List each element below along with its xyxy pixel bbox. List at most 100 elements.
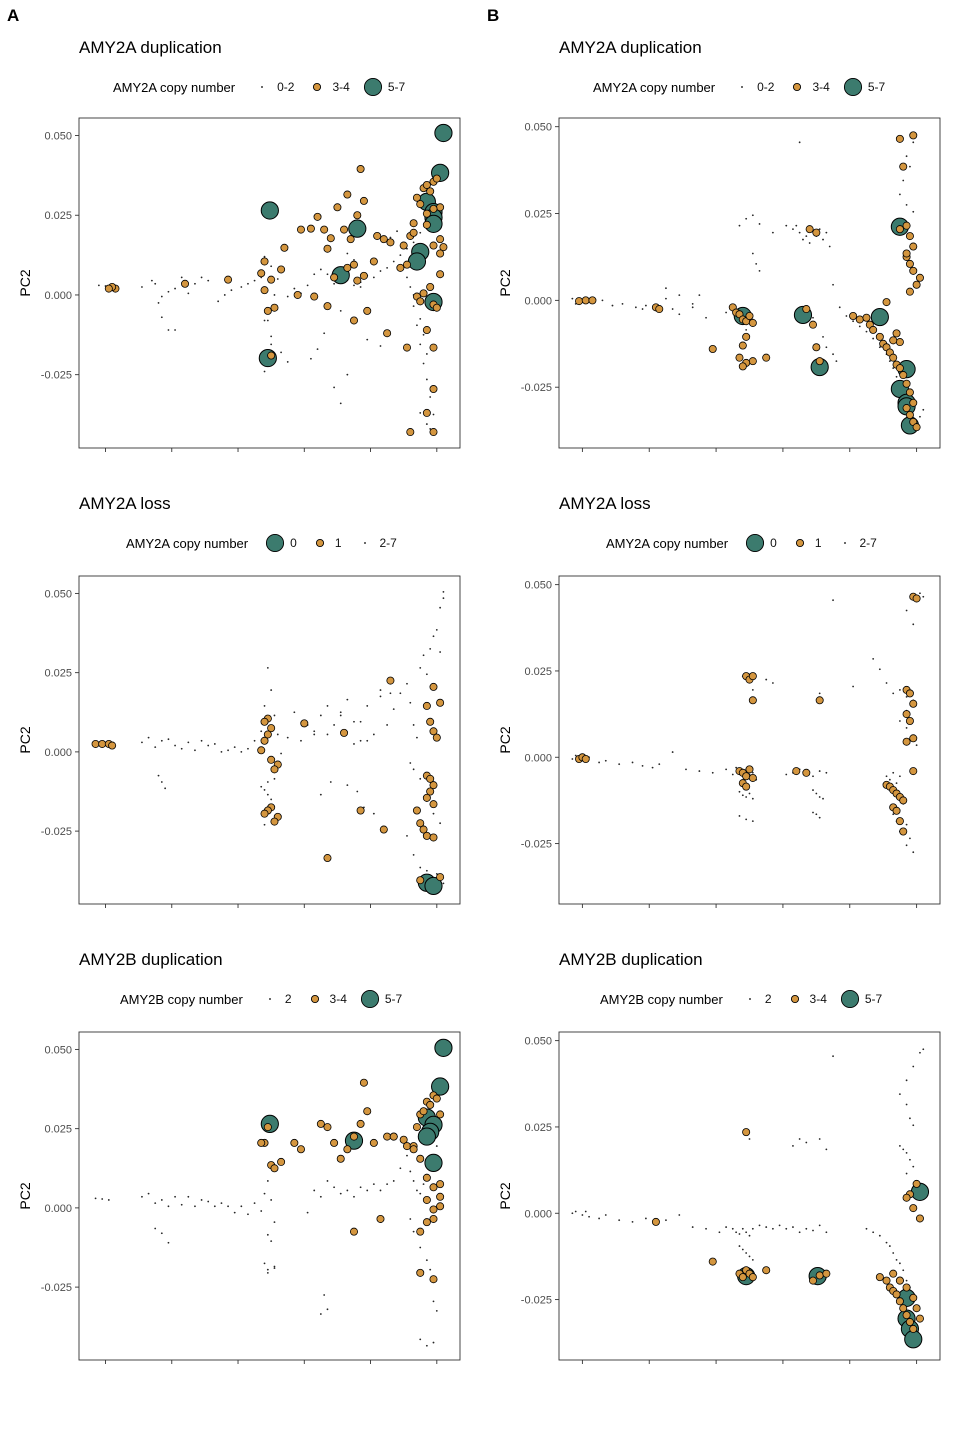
data-point (359, 286, 362, 288)
data-point (323, 302, 332, 311)
plot-frame (78, 575, 461, 905)
data-point (353, 211, 362, 220)
data-point (276, 733, 279, 736)
data-point (429, 428, 438, 437)
data-point (319, 1195, 322, 1198)
data-point (263, 823, 266, 826)
data-point (416, 1154, 425, 1163)
legend-title: AMY2B copy number (120, 991, 243, 1007)
data-point (429, 204, 438, 213)
legend-label: 0-2 (277, 80, 295, 94)
data-point (263, 1262, 266, 1265)
data-point (882, 298, 891, 307)
data-point (892, 771, 895, 774)
data-point (425, 353, 428, 355)
data-point (432, 812, 435, 815)
scatter-plot: -0.03 -0.02 -0.01 0.00 0.01 0.02 -0.025 0.000 0.… (17, 1031, 461, 1368)
y-tick-label: 0.000 (524, 752, 552, 764)
data-point (905, 727, 908, 729)
data-point (419, 317, 422, 320)
data-point (104, 284, 113, 293)
legend-key (731, 76, 753, 98)
data-point (644, 1217, 647, 1220)
data-point (160, 1232, 163, 1235)
y-tick-label: 0.000 (44, 1203, 72, 1215)
data-point (379, 345, 382, 347)
data-point (392, 708, 395, 711)
data-point (154, 746, 157, 749)
data-point (306, 1211, 309, 1214)
data-point (748, 773, 757, 782)
data-point (808, 1276, 817, 1285)
data-point (865, 1227, 868, 1230)
data-point (336, 1154, 345, 1163)
data-point (260, 730, 263, 733)
data-point (812, 811, 814, 814)
x-tick-label: 0.01 (360, 455, 381, 456)
data-point (742, 332, 751, 341)
data-point (902, 1269, 905, 1272)
data-point (432, 1094, 441, 1103)
data-point (892, 692, 895, 695)
data-point (885, 1241, 888, 1244)
data-point (808, 242, 811, 244)
data-point (257, 269, 266, 278)
legend-key (834, 532, 856, 554)
data-point (909, 398, 918, 407)
data-point (339, 309, 342, 312)
data-point (898, 1262, 901, 1265)
data-point (895, 338, 904, 347)
data-point (905, 259, 914, 268)
data-point (429, 727, 438, 736)
data-point (731, 773, 734, 776)
data-point (313, 733, 316, 736)
data-point (343, 190, 352, 199)
y-axis-title: PC2 (497, 269, 513, 296)
data-point (671, 308, 674, 310)
series-high (260, 1038, 453, 1172)
data-point (818, 796, 821, 798)
x-tick-label: 0.00 (772, 1367, 793, 1368)
legend-key (786, 76, 808, 98)
legend-item: 0-2 (731, 76, 780, 98)
data-point (277, 265, 286, 274)
data-point (785, 224, 788, 227)
data-point (343, 263, 352, 272)
data-point (745, 765, 754, 774)
data-point (422, 1218, 431, 1227)
data-point (97, 284, 100, 287)
legend-title: AMY2A copy number (593, 79, 716, 95)
legend-item: 2 (739, 988, 778, 1010)
legend-label: 5-7 (864, 992, 883, 1006)
data-point (270, 1240, 273, 1243)
data-point (399, 241, 408, 250)
data-point (326, 1180, 329, 1182)
y-tick-label: 0.025 (524, 666, 552, 678)
legend-item: 5-7 (839, 988, 888, 1010)
data-point (425, 1344, 428, 1347)
data-point (435, 1309, 438, 1312)
data-point (922, 1048, 925, 1051)
data-point (160, 739, 163, 742)
data-point (899, 796, 908, 805)
x-tick-label: -0.01 (225, 1367, 250, 1368)
legend-marker (790, 994, 799, 1004)
data-point (741, 1248, 744, 1251)
data-point (905, 1318, 914, 1327)
legend-label: 2 (764, 992, 772, 1006)
data-point (157, 302, 160, 304)
data-point (885, 682, 888, 684)
data-point (270, 1164, 279, 1173)
data-point (240, 286, 243, 288)
data-point (892, 1252, 895, 1254)
data-point (875, 332, 884, 341)
data-point (154, 1227, 157, 1230)
data-point (247, 1213, 249, 1216)
x-tick-label: -0.03 (570, 911, 595, 912)
data-point (207, 1200, 210, 1203)
data-point (346, 1189, 349, 1192)
legend-key (304, 988, 326, 1010)
legend-label: 2-7 (379, 536, 397, 550)
data-point (141, 1195, 143, 1198)
data-point (406, 276, 408, 279)
